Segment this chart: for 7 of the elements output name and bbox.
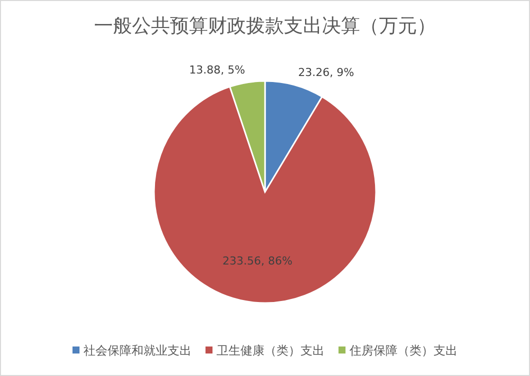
legend-label: 社会保障和就业支出 <box>84 344 192 358</box>
data-label: 233.56, 86% <box>222 254 292 268</box>
chart-title: 一般公共预算财政拨款支出决算（万元） <box>94 15 436 37</box>
data-label: 23.26, 9% <box>298 66 354 80</box>
legend-label: 住房保障（类）支出 <box>348 344 458 358</box>
data-label: 13.88, 5% <box>189 63 246 76</box>
legend-label: 卫生健康（类）支出 <box>216 344 324 358</box>
